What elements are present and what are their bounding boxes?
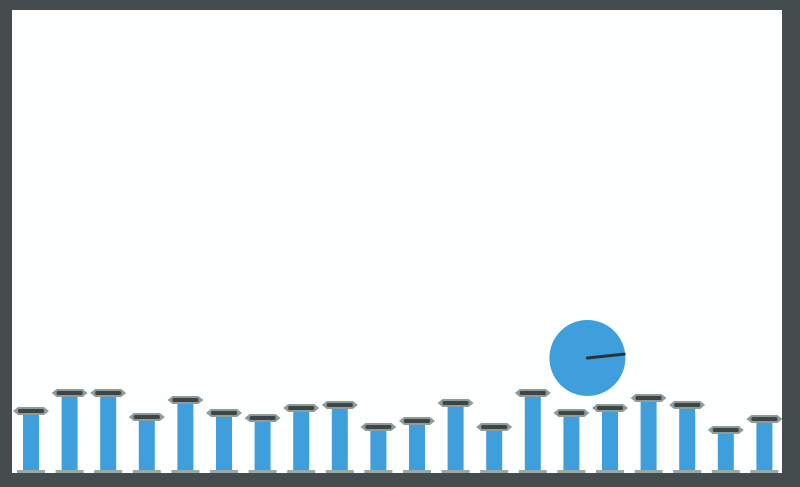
pillar-base xyxy=(711,470,740,473)
pillar-column xyxy=(370,429,387,470)
pillar[interactable] xyxy=(167,396,204,473)
pillar-column xyxy=(679,407,696,470)
pillar-column xyxy=(138,419,155,470)
pillar[interactable] xyxy=(707,426,744,473)
pillar-cap-slot xyxy=(558,411,585,415)
pillar-column xyxy=(409,423,425,470)
pillar-cap-slot xyxy=(133,415,160,419)
pillar-cap-slot xyxy=(481,425,508,429)
pillar[interactable] xyxy=(476,423,513,473)
pillar-cap-slot xyxy=(674,403,701,407)
pillar-cap-slot xyxy=(404,419,430,423)
pillar-column xyxy=(563,415,580,470)
pillar-base xyxy=(55,470,84,473)
pillar[interactable] xyxy=(669,401,706,473)
pillar-base xyxy=(325,470,354,473)
pillar-base xyxy=(673,470,702,473)
pillar-base xyxy=(248,470,277,473)
pillar-base xyxy=(596,470,624,473)
pillar-base xyxy=(557,470,586,473)
pillar-base xyxy=(750,470,779,473)
pillar[interactable] xyxy=(244,414,281,473)
pillar-column xyxy=(254,420,271,470)
game-scene xyxy=(13,320,782,473)
pillar-cap-slot xyxy=(95,391,122,395)
pillar-cap-slot xyxy=(172,398,199,402)
pillar-cap-slot xyxy=(519,391,546,395)
pillar[interactable] xyxy=(360,423,397,473)
pillar-column xyxy=(756,421,773,470)
pillar[interactable] xyxy=(592,404,628,473)
pillar-column xyxy=(486,429,503,470)
pillar-column xyxy=(447,405,464,470)
pillar-base xyxy=(480,470,509,473)
pillar-cap-slot xyxy=(635,396,662,400)
pillar-column xyxy=(100,395,117,470)
pillar-base xyxy=(287,470,316,473)
pillar-column xyxy=(293,410,310,470)
pillar-cap-slot xyxy=(442,401,469,405)
pillar-cap-slot xyxy=(18,409,44,413)
pillar-base xyxy=(403,470,431,473)
pillar-cap-slot xyxy=(288,406,315,410)
pillar-cap-slot xyxy=(597,406,623,410)
pillar-column xyxy=(524,395,541,470)
pillar-base xyxy=(17,470,45,473)
pillar-cap-slot xyxy=(326,403,353,407)
pillar-column xyxy=(177,402,194,470)
pillar-cap-slot xyxy=(751,417,778,421)
pillar-column xyxy=(331,407,348,470)
pillar-cap-slot xyxy=(56,391,83,395)
pillar-base xyxy=(132,470,161,473)
pillar-base xyxy=(171,470,200,473)
pillar-base xyxy=(441,470,470,473)
pillar-column xyxy=(640,400,657,470)
pillar-base xyxy=(518,470,547,473)
pillar-column xyxy=(23,413,39,470)
pillar[interactable] xyxy=(90,389,127,473)
pillar[interactable] xyxy=(128,413,165,473)
pillar[interactable] xyxy=(206,409,242,473)
pillar[interactable] xyxy=(630,394,667,473)
pillar[interactable] xyxy=(437,399,474,473)
pillar-column xyxy=(216,415,232,470)
pillar-base xyxy=(210,470,238,473)
pillar[interactable] xyxy=(399,417,435,473)
pillar-cap-slot xyxy=(211,411,237,415)
pillar[interactable] xyxy=(746,415,782,473)
pillar-base xyxy=(364,470,393,473)
pillar[interactable] xyxy=(51,389,88,473)
pillar-cap-slot xyxy=(249,416,276,420)
pillar-base xyxy=(634,470,663,473)
pillar-column xyxy=(61,395,78,470)
pillar-cap-slot xyxy=(712,428,739,432)
pillar-column xyxy=(717,432,734,470)
pillar[interactable] xyxy=(283,404,320,473)
game-canvas[interactable] xyxy=(12,10,782,473)
ball-direction-pointer xyxy=(585,352,626,360)
pillar-cap-slot xyxy=(365,425,392,429)
pillar[interactable] xyxy=(13,407,49,473)
player-ball[interactable] xyxy=(549,320,626,396)
pillars-layer xyxy=(13,389,782,473)
pillar-base xyxy=(94,470,123,473)
pillar[interactable] xyxy=(553,409,590,473)
ball-layer xyxy=(549,320,626,396)
pillar[interactable] xyxy=(514,389,551,473)
pillar[interactable] xyxy=(321,401,358,473)
pillar-column xyxy=(602,410,618,470)
